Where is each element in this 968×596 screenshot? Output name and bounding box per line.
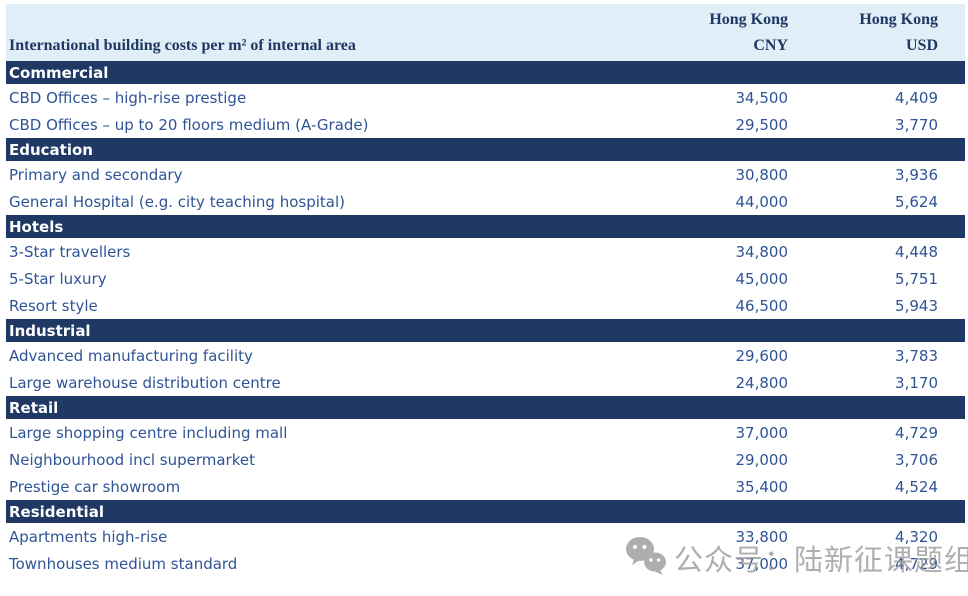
row-cny-value: 29,500 — [735, 115, 789, 134]
row-usd-value: 5,943 — [895, 296, 938, 315]
section-header-hotels: Hotels — [6, 215, 965, 238]
row-usd-value: 3,706 — [895, 450, 938, 469]
table-row: 5-Star luxury 45,000 5,751 — [6, 265, 965, 292]
row-label: Primary and secondary — [9, 165, 183, 184]
column-header-cny-currency: CNY — [753, 37, 788, 54]
column-header-usd-region: Hong Kong — [859, 11, 938, 28]
table-row: Large warehouse distribution centre 24,8… — [6, 369, 965, 396]
section-header-retail: Retail — [6, 396, 965, 419]
column-header-cny-region: Hong Kong — [709, 11, 788, 28]
row-usd-value: 4,409 — [895, 88, 938, 107]
row-cny-value: 33,800 — [735, 527, 789, 546]
row-usd-value: 3,783 — [895, 346, 938, 365]
column-header-usd: Hong Kong USD — [788, 4, 965, 61]
row-label: 3-Star travellers — [9, 242, 131, 261]
row-usd-value: 3,770 — [895, 115, 938, 134]
row-label: CBD Offices – up to 20 floors medium (A-… — [9, 115, 369, 134]
row-label: Prestige car showroom — [9, 477, 181, 496]
section-header-commercial: Commercial — [6, 61, 965, 84]
row-usd-value: 3,170 — [895, 373, 938, 392]
table-row: Resort style 46,500 5,943 — [6, 292, 965, 319]
table-row: Townhouses medium standard 37,000 4,729 — [6, 550, 965, 577]
row-cny-value: 29,600 — [735, 346, 789, 365]
row-usd-value: 5,751 — [895, 269, 938, 288]
row-label: Neighbourhood incl supermarket — [9, 450, 255, 469]
row-cny-value: 34,500 — [735, 88, 789, 107]
table-row: Neighbourhood incl supermarket 29,000 3,… — [6, 446, 965, 473]
row-usd-value: 4,448 — [895, 242, 938, 261]
table-row: Apartments high-rise 33,800 4,320 — [6, 523, 965, 550]
table-row: Primary and secondary 30,800 3,936 — [6, 161, 965, 188]
row-label: Large warehouse distribution centre — [9, 373, 281, 392]
table-row: General Hospital (e.g. city teaching hos… — [6, 188, 965, 215]
row-label: Advanced manufacturing facility — [9, 346, 253, 365]
section-header-industrial: Industrial — [6, 319, 965, 342]
row-cny-value: 44,000 — [735, 192, 789, 211]
table-row: Large shopping centre including mall 37,… — [6, 419, 965, 446]
row-cny-value: 37,000 — [735, 423, 789, 442]
column-header-usd-currency: USD — [905, 37, 938, 54]
section-header-residential: Residential — [6, 500, 965, 523]
row-cny-value: 46,500 — [735, 296, 789, 315]
building-costs-table: International building costs per m² of i… — [6, 4, 965, 577]
table-row: CBD Offices – up to 20 floors medium (A-… — [6, 111, 965, 138]
table-header: International building costs per m² of i… — [6, 4, 965, 61]
row-label: Large shopping centre including mall — [9, 423, 288, 442]
section-header-education: Education — [6, 138, 965, 161]
row-usd-value: 4,729 — [895, 423, 938, 442]
row-cny-value: 35,400 — [735, 477, 789, 496]
row-cny-value: 29,000 — [735, 450, 789, 469]
row-label: Resort style — [9, 296, 98, 315]
table-row: Advanced manufacturing facility 29,600 3… — [6, 342, 965, 369]
row-usd-value: 4,524 — [895, 477, 938, 496]
row-label: General Hospital (e.g. city teaching hos… — [9, 192, 345, 211]
row-cny-value: 37,000 — [735, 554, 789, 573]
row-cny-value: 30,800 — [735, 165, 789, 184]
row-label: Townhouses medium standard — [9, 554, 238, 573]
row-cny-value: 34,800 — [735, 242, 789, 261]
row-usd-value: 4,729 — [895, 554, 938, 573]
row-usd-value: 4,320 — [895, 527, 938, 546]
table-title: International building costs per m² of i… — [9, 37, 356, 54]
row-cny-value: 24,800 — [735, 373, 789, 392]
row-label: 5-Star luxury — [9, 269, 107, 288]
row-cny-value: 45,000 — [735, 269, 789, 288]
column-header-cny: Hong Kong CNY — [668, 4, 788, 61]
row-label: Apartments high-rise — [9, 527, 168, 546]
table-row: Prestige car showroom 35,400 4,524 — [6, 473, 965, 500]
row-usd-value: 3,936 — [895, 165, 938, 184]
table-row: CBD Offices – high-rise prestige 34,500 … — [6, 84, 965, 111]
row-label: CBD Offices – high-rise prestige — [9, 88, 247, 107]
table-row: 3-Star travellers 34,800 4,448 — [6, 238, 965, 265]
row-usd-value: 5,624 — [895, 192, 938, 211]
